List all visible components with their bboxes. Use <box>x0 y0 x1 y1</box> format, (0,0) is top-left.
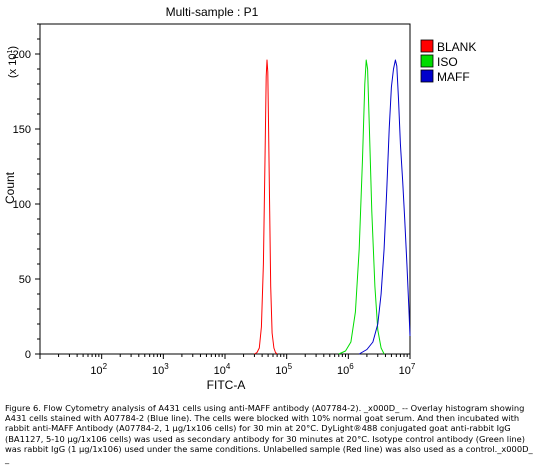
y-tick-label: 50 <box>19 274 31 286</box>
legend-label-blank: BLANK <box>437 40 476 54</box>
y-multiplier-suffix: ) <box>7 46 19 50</box>
y-axis-ticks: 0 50 100 150 200 <box>13 23 40 361</box>
series-line-blank <box>254 59 278 355</box>
histogram-lines <box>254 59 411 355</box>
series-line-iso <box>338 59 385 355</box>
series-line-maff <box>358 59 411 355</box>
plot-area-frame <box>39 23 411 355</box>
x-axis-label: FITC-A <box>207 378 246 392</box>
x-tick-label: 102 <box>90 362 107 377</box>
legend-label-iso: ISO <box>437 55 458 69</box>
flow-cytometry-chart: Multi-sample : P1 (x 101) Count FITC-A 0… <box>3 5 476 392</box>
x-tick-label: 103 <box>152 362 169 377</box>
y-axis-label: Count <box>3 171 17 204</box>
x-axis-ticks: 102 103 104 105 106 107 <box>39 354 416 377</box>
y-axis-multiplier: (x 101) <box>7 46 19 78</box>
y-multiplier-prefix: (x 10 <box>7 54 19 78</box>
chart-title: Multi-sample : P1 <box>166 5 259 19</box>
y-multiplier-exponent: 1 <box>7 50 14 54</box>
svg-text:(x 101): (x 101) <box>7 46 19 78</box>
x-tick-label: 106 <box>337 362 354 377</box>
legend-label-maff: MAFF <box>437 70 470 84</box>
y-tick-label: 100 <box>13 199 31 211</box>
y-tick-label: 200 <box>13 49 31 61</box>
y-tick-label: 150 <box>13 124 31 136</box>
legend-swatch-maff <box>420 69 434 83</box>
y-tick-label: 0 <box>25 349 31 361</box>
legend-swatch-iso <box>420 54 434 68</box>
x-tick-label: 105 <box>275 362 292 377</box>
legend-swatch-blank <box>420 39 434 53</box>
figure-caption: Figure 6. Flow Cytometry analysis of A43… <box>5 403 533 465</box>
x-tick-label: 104 <box>214 362 231 377</box>
x-tick-label: 107 <box>399 362 416 377</box>
